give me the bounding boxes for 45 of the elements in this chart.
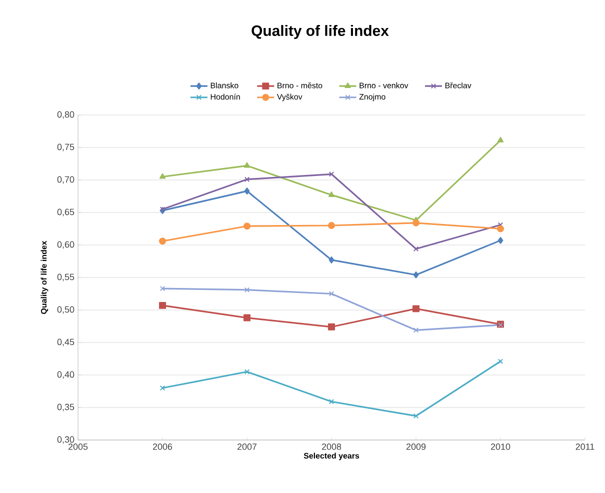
- x-tick-label: 2011: [576, 444, 594, 450]
- point: [412, 219, 420, 226]
- y-tick-label: 0,70: [57, 176, 74, 184]
- x-tick-label: 2005: [68, 444, 88, 450]
- point: [244, 188, 250, 195]
- y-tick-label: 0,50: [57, 306, 74, 314]
- point: [244, 314, 250, 322]
- point: [413, 328, 419, 333]
- point: [413, 246, 419, 252]
- point: [244, 287, 250, 292]
- point: [497, 136, 504, 142]
- point: [159, 302, 166, 309]
- point: [244, 222, 250, 230]
- point: [328, 222, 335, 229]
- x-tick-label: 2008: [322, 444, 342, 450]
- x-tick-label: 2009: [406, 444, 426, 450]
- point: [244, 176, 250, 182]
- point: [159, 238, 166, 245]
- y-tick-label: 0,60: [57, 241, 74, 249]
- y-tick-label: 0,55: [57, 274, 74, 282]
- point: [328, 191, 335, 197]
- y-tick-label: 0,80: [57, 111, 74, 119]
- point: [413, 413, 419, 419]
- y-tick-label: 0,40: [57, 371, 74, 379]
- point: [328, 172, 334, 177]
- point: [244, 369, 250, 374]
- point: [497, 225, 504, 232]
- x-tick-label: 2010: [490, 444, 510, 450]
- y-tick-label: 0,30: [57, 436, 74, 444]
- chart-title: Quality of life index: [252, 25, 389, 39]
- point: [244, 162, 250, 168]
- x-tick-label: 2006: [152, 444, 172, 450]
- point: [498, 236, 504, 244]
- y-tick-label: 0,35: [57, 404, 74, 412]
- point: [328, 323, 335, 330]
- y-tick-label: 0,65: [57, 208, 74, 216]
- y-tick-label: 0,75: [57, 144, 74, 152]
- point: [412, 305, 420, 312]
- point: [328, 256, 334, 264]
- point: [159, 173, 166, 179]
- point: [413, 271, 419, 278]
- y-tick-label: 0,45: [57, 338, 74, 346]
- point: [328, 291, 334, 296]
- point: [328, 399, 334, 404]
- x-tick-label: 2007: [237, 444, 257, 450]
